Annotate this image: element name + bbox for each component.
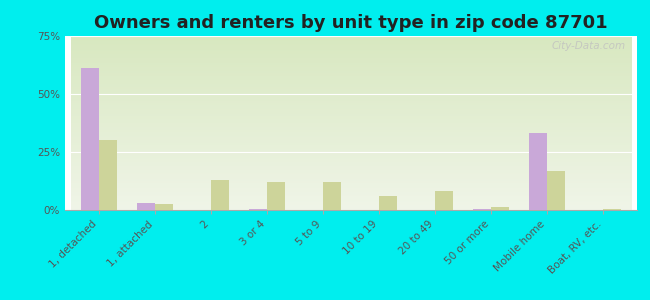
Bar [136, 203, 155, 210]
Bar [435, 191, 453, 210]
Bar [379, 196, 397, 210]
Title: Owners and renters by unit type in zip code 87701: Owners and renters by unit type in zip c… [94, 14, 608, 32]
Bar [211, 180, 229, 210]
Bar [99, 140, 116, 210]
Bar [267, 182, 285, 210]
Bar [547, 171, 566, 210]
Bar [529, 134, 547, 210]
Bar [473, 209, 491, 210]
Bar [323, 182, 341, 210]
Bar [155, 204, 173, 210]
Bar [81, 68, 99, 210]
Bar [603, 209, 621, 210]
Bar [491, 206, 509, 210]
Text: City-Data.com: City-Data.com [551, 41, 625, 51]
Bar [249, 209, 267, 210]
